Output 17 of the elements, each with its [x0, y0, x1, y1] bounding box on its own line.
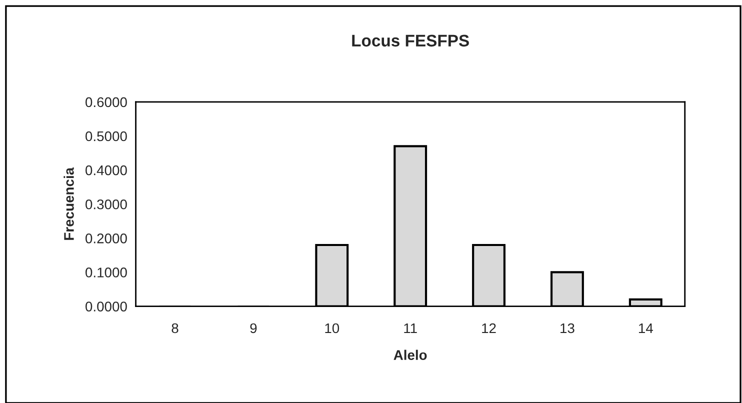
x-axis-title: Alelo	[394, 350, 427, 360]
x-tick-label: 8	[172, 323, 178, 334]
y-tick-label: 0.3000	[86, 199, 127, 210]
y-tick-label: 0.6000	[86, 97, 127, 108]
x-tick-label: 12	[482, 323, 496, 334]
x-tick-label: 9	[250, 323, 257, 334]
x-tick-label: 14	[638, 323, 653, 334]
y-axis-title: Frecuencia	[64, 167, 74, 240]
y-tick-label: 0.1000	[86, 268, 127, 278]
y-tick-label: 0.0000	[86, 302, 127, 312]
x-tick-label: 13	[560, 323, 574, 334]
y-tick-label: 0.4000	[86, 165, 127, 176]
x-tick-label: 11	[404, 323, 417, 334]
y-tick-label: 0.2000	[86, 234, 127, 244]
chart-title: Locus FESFPS	[352, 34, 469, 47]
y-tick-label: 0.5000	[86, 131, 127, 142]
x-tick-label: 10	[325, 323, 340, 334]
